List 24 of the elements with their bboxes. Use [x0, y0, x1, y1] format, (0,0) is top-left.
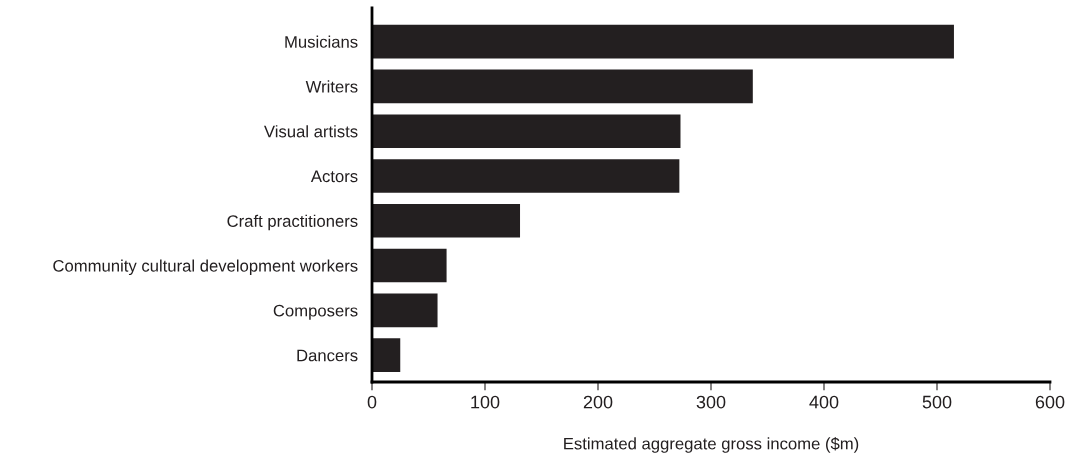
x-axis-title: Estimated aggregate gross income ($m) — [564, 437, 859, 453]
y-tick-label: Composers — [273, 304, 358, 320]
y-tick-label: Craft practitioners — [227, 214, 358, 231]
x-tick-label: 600 — [1035, 395, 1065, 409]
bar — [372, 69, 753, 104]
y-tick-label: Writers — [305, 80, 358, 93]
bar — [372, 203, 521, 238]
bar — [372, 114, 681, 148]
x-tick-label: 400 — [809, 395, 839, 409]
x-tick-label: 200 — [583, 395, 613, 409]
y-tick-label: Community cultural development workers — [53, 259, 358, 276]
bar — [372, 159, 680, 193]
y-tick-label: Visual artists — [264, 125, 358, 138]
x-tick-label: 0 — [367, 395, 377, 409]
bar — [372, 248, 447, 283]
y-tick-label: Musicians — [285, 35, 358, 48]
x-tick-label: 100 — [471, 395, 500, 409]
y-tick-label: Dancers — [297, 349, 358, 362]
bar — [372, 293, 438, 328]
x-tick-label: 300 — [696, 395, 726, 409]
x-tick-label: 500 — [922, 395, 952, 409]
y-tick-label: Actors — [310, 170, 358, 183]
bar — [372, 338, 401, 372]
bar — [372, 24, 954, 59]
